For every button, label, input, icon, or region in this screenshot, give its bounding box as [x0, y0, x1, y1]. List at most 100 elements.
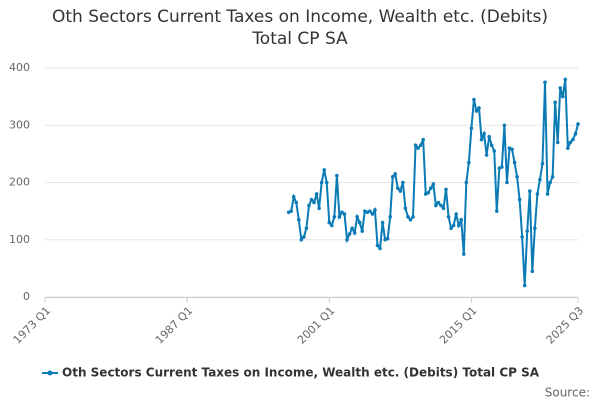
data-point — [558, 86, 563, 90]
data-point — [398, 189, 403, 193]
x-tick-label: 1973 Q1 — [11, 304, 54, 347]
y-tick-label: 300 — [9, 118, 30, 131]
data-point — [459, 217, 464, 222]
data-point — [484, 153, 489, 157]
data-point — [545, 192, 550, 196]
data-point — [555, 140, 560, 145]
data-point — [373, 208, 377, 212]
data-point — [520, 235, 524, 239]
data-point — [510, 147, 514, 152]
data-point — [385, 236, 390, 241]
data-point — [494, 209, 499, 213]
data-point — [517, 197, 522, 202]
data-point — [312, 200, 316, 205]
data-point — [322, 168, 326, 172]
data-point — [406, 215, 410, 219]
data-point — [426, 191, 431, 195]
data-point — [530, 269, 535, 274]
data-point — [309, 197, 314, 202]
data-point — [479, 137, 484, 142]
data-point — [421, 137, 425, 142]
data-point — [428, 186, 433, 191]
data-point — [408, 217, 413, 222]
data-point — [527, 189, 532, 193]
data-point — [538, 177, 542, 182]
data-point — [482, 132, 486, 136]
data-point — [477, 106, 481, 110]
data-point — [324, 180, 329, 185]
data-point — [533, 226, 537, 231]
data-point — [525, 229, 530, 233]
data-point — [304, 226, 309, 231]
data-point — [535, 192, 540, 196]
data-point — [464, 180, 469, 185]
data-point — [571, 137, 575, 142]
data-point — [289, 209, 293, 213]
data-point — [307, 203, 311, 208]
data-point — [576, 122, 580, 126]
data-point — [467, 160, 471, 165]
data-point — [522, 283, 527, 288]
data-point — [352, 231, 357, 235]
data-point — [413, 143, 418, 148]
data-point — [449, 226, 453, 231]
data-point — [540, 161, 545, 166]
data-point — [436, 200, 441, 205]
source-label: Source: — [545, 386, 590, 400]
data-point — [390, 174, 395, 179]
data-point — [543, 80, 547, 85]
data-point — [451, 223, 456, 228]
data-point — [472, 97, 476, 102]
data-point — [512, 160, 517, 165]
data-point — [416, 146, 420, 150]
y-tick-label: 100 — [9, 233, 30, 246]
y-tick-label: 0 — [23, 290, 30, 303]
data-point — [357, 220, 362, 225]
data-point — [393, 172, 398, 176]
data-point — [337, 215, 342, 219]
data-point — [388, 215, 392, 219]
data-point — [431, 182, 436, 187]
data-point — [454, 212, 458, 216]
data-point — [350, 226, 354, 231]
data-point — [550, 174, 555, 179]
data-point — [563, 77, 568, 82]
data-point — [469, 126, 474, 130]
data-point — [340, 210, 344, 215]
data-point — [355, 215, 359, 219]
data-point — [566, 146, 570, 150]
data-point — [441, 206, 446, 211]
data-point — [319, 180, 324, 185]
data-point — [573, 132, 578, 136]
data-point — [461, 252, 466, 256]
data-point — [505, 180, 509, 185]
x-tick-label: 1987 Q1 — [153, 304, 196, 347]
data-point — [314, 192, 319, 196]
data-point — [335, 173, 339, 178]
data-point — [345, 237, 349, 242]
y-tick-label: 400 — [9, 61, 30, 74]
data-point — [347, 232, 352, 236]
data-point — [456, 223, 461, 228]
data-point — [342, 212, 347, 216]
data-point — [375, 243, 380, 248]
x-tick-label: 2001 Q1 — [295, 304, 338, 347]
data-point — [297, 217, 301, 222]
data-point — [299, 237, 304, 242]
data-point — [395, 186, 400, 191]
data-point — [568, 140, 573, 145]
data-point — [502, 123, 507, 128]
x-tick-label: 2025 Q3 — [544, 304, 587, 347]
chart-title-box: Oth Sectors Current Taxes on Income, Wea… — [0, 6, 600, 50]
data-point — [489, 143, 494, 148]
data-point — [378, 246, 382, 251]
data-point — [418, 143, 423, 148]
legend-marker — [47, 370, 53, 376]
y-tick-label: 200 — [9, 176, 30, 189]
data-point — [368, 209, 372, 213]
data-point — [553, 100, 557, 105]
data-point — [411, 215, 415, 219]
data-point — [500, 165, 504, 169]
